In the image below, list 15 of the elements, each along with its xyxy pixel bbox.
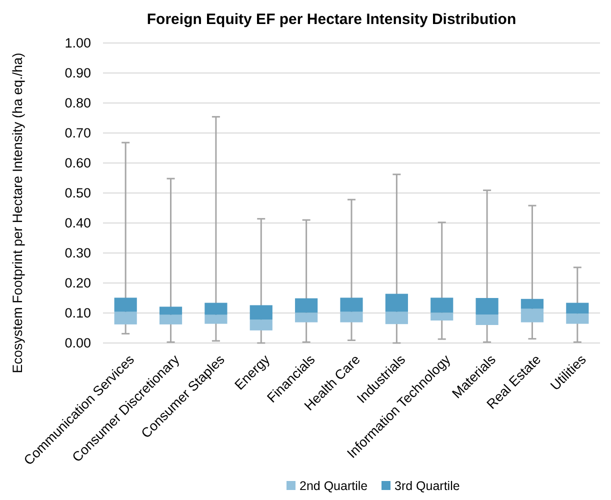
y-tick-label: 0.50 <box>64 186 91 201</box>
y-tick-label: 0.90 <box>64 66 91 81</box>
y-tick-label: 0.80 <box>64 96 91 111</box>
y-tick-label: 0.60 <box>64 156 91 171</box>
y-tick-label: 1.00 <box>64 36 91 51</box>
y-tick-label: 0.70 <box>64 126 91 141</box>
y-tick-label: 0.40 <box>64 216 91 231</box>
y-tick-label: 0.20 <box>64 276 91 291</box>
y-tick-label: 0.00 <box>64 336 91 351</box>
y-tick-label: 0.30 <box>64 246 91 261</box>
legend-label: 3rd Quartile <box>394 479 460 493</box>
chart-title: Foreign Equity EF per Hectare Intensity Distribution <box>146 11 516 28</box>
legend-label: 2nd Quartile <box>300 479 368 493</box>
y-tick-label: 0.10 <box>64 306 91 321</box>
y-axis-title: Ecosystem Footprint per Hectare Intensity (ha eq./ha) <box>10 52 25 374</box>
